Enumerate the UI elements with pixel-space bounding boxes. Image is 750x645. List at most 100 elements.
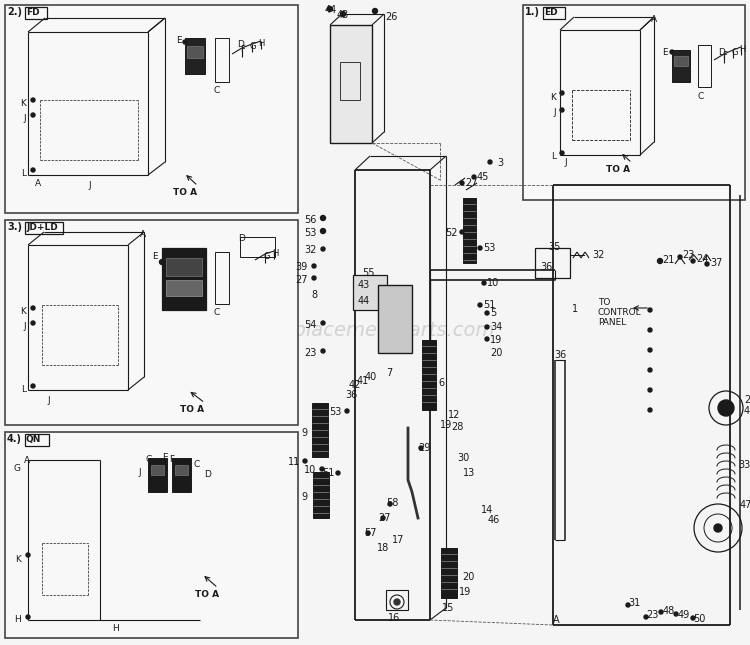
Bar bbox=[175, 465, 188, 475]
Text: A: A bbox=[553, 615, 560, 625]
Text: 3: 3 bbox=[497, 158, 503, 168]
Bar bbox=[523, 5, 745, 200]
Text: 1.): 1.) bbox=[525, 7, 540, 17]
Bar bbox=[353, 275, 387, 310]
Circle shape bbox=[658, 259, 662, 264]
Text: G: G bbox=[249, 42, 256, 51]
Circle shape bbox=[394, 599, 400, 605]
Text: A: A bbox=[35, 179, 41, 188]
Circle shape bbox=[31, 98, 35, 102]
Text: 9: 9 bbox=[302, 492, 308, 502]
Bar bbox=[187, 46, 203, 58]
Text: TO A: TO A bbox=[195, 590, 219, 599]
Text: 1: 1 bbox=[572, 304, 578, 314]
Text: J: J bbox=[554, 108, 556, 117]
Bar bbox=[386, 590, 408, 610]
Text: E: E bbox=[162, 453, 168, 462]
Text: A: A bbox=[140, 230, 146, 239]
Circle shape bbox=[419, 446, 423, 450]
Text: 32: 32 bbox=[592, 250, 604, 260]
Circle shape bbox=[560, 91, 564, 95]
Text: 54: 54 bbox=[304, 320, 317, 330]
Bar bbox=[312, 403, 328, 457]
Text: 36: 36 bbox=[346, 390, 358, 400]
Text: 57: 57 bbox=[364, 528, 376, 538]
Circle shape bbox=[366, 531, 370, 535]
Text: eReplacementParts.com: eReplacementParts.com bbox=[256, 321, 494, 339]
Circle shape bbox=[183, 40, 187, 44]
Text: 19: 19 bbox=[459, 587, 471, 597]
Text: 36: 36 bbox=[540, 262, 552, 272]
Text: TO A: TO A bbox=[606, 165, 630, 174]
Bar bbox=[5, 5, 298, 213]
Text: K: K bbox=[20, 307, 26, 316]
Text: F: F bbox=[722, 51, 727, 60]
Text: 48: 48 bbox=[663, 606, 675, 616]
Text: 43: 43 bbox=[337, 10, 350, 20]
Circle shape bbox=[373, 8, 377, 14]
Text: 23: 23 bbox=[682, 250, 694, 260]
Text: 43: 43 bbox=[358, 280, 370, 290]
Circle shape bbox=[160, 259, 164, 264]
Circle shape bbox=[460, 181, 464, 185]
Text: E: E bbox=[152, 252, 158, 261]
Text: L: L bbox=[21, 169, 26, 178]
Text: JD+LD: JD+LD bbox=[26, 223, 58, 232]
Text: 36: 36 bbox=[554, 350, 566, 360]
Text: 4.): 4.) bbox=[7, 434, 22, 444]
Text: TO: TO bbox=[598, 298, 610, 307]
Circle shape bbox=[312, 264, 316, 268]
Text: H: H bbox=[258, 39, 264, 48]
Text: L: L bbox=[21, 385, 26, 394]
Bar bbox=[340, 62, 360, 100]
Bar bbox=[543, 7, 565, 19]
Text: 20: 20 bbox=[462, 572, 474, 582]
Circle shape bbox=[648, 408, 652, 412]
Circle shape bbox=[478, 303, 482, 307]
Text: J: J bbox=[138, 468, 141, 477]
Text: 35: 35 bbox=[548, 242, 560, 252]
Text: J: J bbox=[23, 114, 26, 123]
Text: 53: 53 bbox=[483, 243, 495, 253]
Text: 4: 4 bbox=[744, 406, 750, 416]
Text: 53: 53 bbox=[304, 228, 317, 238]
Text: 19: 19 bbox=[440, 420, 452, 430]
Circle shape bbox=[26, 553, 30, 557]
Text: 6: 6 bbox=[438, 378, 444, 388]
Text: H: H bbox=[112, 624, 118, 633]
Text: 21: 21 bbox=[662, 255, 674, 265]
Text: G: G bbox=[731, 48, 737, 57]
Bar bbox=[422, 340, 436, 410]
Circle shape bbox=[482, 281, 486, 285]
Text: 34: 34 bbox=[490, 322, 502, 332]
Text: 51: 51 bbox=[322, 468, 335, 478]
Text: 10: 10 bbox=[304, 465, 316, 475]
Bar bbox=[25, 222, 63, 234]
Circle shape bbox=[345, 409, 349, 413]
Text: 14: 14 bbox=[481, 505, 494, 515]
Circle shape bbox=[644, 615, 648, 619]
Text: 40: 40 bbox=[364, 372, 377, 382]
Text: H: H bbox=[739, 45, 746, 54]
Circle shape bbox=[560, 108, 564, 112]
Bar bbox=[25, 7, 47, 19]
Text: 9: 9 bbox=[302, 428, 308, 438]
Circle shape bbox=[321, 349, 325, 353]
Circle shape bbox=[648, 368, 652, 372]
Circle shape bbox=[340, 12, 346, 17]
Circle shape bbox=[485, 337, 489, 341]
Text: D: D bbox=[204, 470, 211, 479]
Text: 45: 45 bbox=[477, 172, 489, 182]
Bar bbox=[240, 237, 275, 257]
Text: TO A: TO A bbox=[180, 405, 204, 414]
Text: F: F bbox=[170, 455, 175, 464]
Circle shape bbox=[320, 228, 326, 233]
Text: 17: 17 bbox=[392, 535, 404, 545]
Text: 7: 7 bbox=[386, 368, 392, 378]
Circle shape bbox=[336, 471, 340, 475]
Circle shape bbox=[321, 321, 325, 325]
Bar bbox=[166, 258, 202, 276]
Bar bbox=[330, 25, 372, 143]
Circle shape bbox=[460, 230, 464, 234]
Text: 55: 55 bbox=[362, 268, 374, 278]
